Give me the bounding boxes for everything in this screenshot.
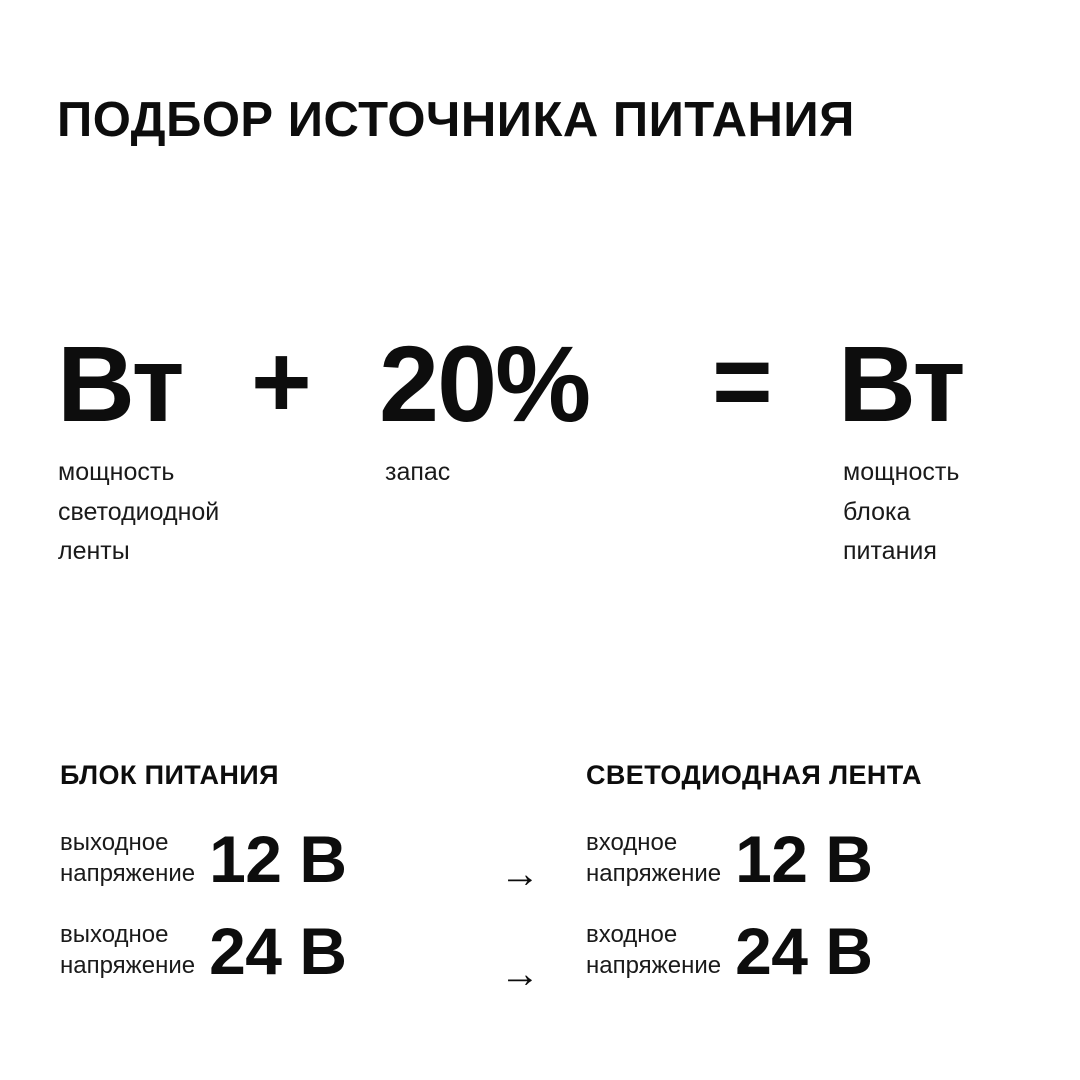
- arrow-right-icon-row-1: →: [500, 852, 540, 896]
- table-row: входное напряжение 12 В: [586, 813, 922, 905]
- psu-output-voltage-label-2: выходное напряжение: [60, 921, 196, 979]
- strip-input-voltage-label-2: входное напряжение: [586, 921, 722, 979]
- formula-caption-reserve: запас: [385, 458, 451, 486]
- plus-sign-icon: +: [251, 324, 312, 440]
- table-row: выходное напряжение 24 В: [60, 905, 347, 997]
- strip-input-voltage-label-1: входное напряжение: [586, 829, 722, 887]
- page-title: ПОДБОР ИСТОЧНИКА ПИТАНИЯ: [57, 92, 855, 147]
- psu-output-voltage-label-1: выходное напряжение: [60, 829, 196, 887]
- strip-input-voltage-value-1: 12 В: [735, 822, 873, 896]
- table-row: выходное напряжение 12 В: [60, 813, 347, 905]
- column-heading-power-supply: БЛОК ПИТАНИЯ: [60, 760, 279, 790]
- psu-output-voltage-value-2: 24 В: [209, 914, 347, 988]
- power-formula: Вт + 20% = Вт мощность светодиодной лент…: [0, 330, 1080, 580]
- column-led-strip: СВЕТОДИОДНАЯ ЛЕНТА входное напряжение 12…: [586, 762, 922, 997]
- column-power-supply: БЛОК ПИТАНИЯ выходное напряжение 12 В вы…: [60, 762, 347, 997]
- formula-caption-led-strip-power: мощность светодиодной ленты: [58, 458, 220, 565]
- arrow-right-icon-row-2: →: [500, 952, 540, 996]
- formula-watts-output: Вт: [838, 323, 965, 444]
- formula-caption-psu-power: мощность блока питания: [843, 458, 960, 565]
- equals-sign-icon: =: [712, 324, 773, 440]
- psu-output-voltage-value-1: 12 В: [209, 822, 347, 896]
- formula-reserve-percent: 20%: [379, 323, 591, 444]
- column-heading-led-strip: СВЕТОДИОДНАЯ ЛЕНТА: [586, 760, 922, 790]
- formula-watts-input: Вт: [57, 323, 184, 444]
- strip-input-voltage-value-2: 24 В: [735, 914, 873, 988]
- table-row: входное напряжение 24 В: [586, 905, 922, 997]
